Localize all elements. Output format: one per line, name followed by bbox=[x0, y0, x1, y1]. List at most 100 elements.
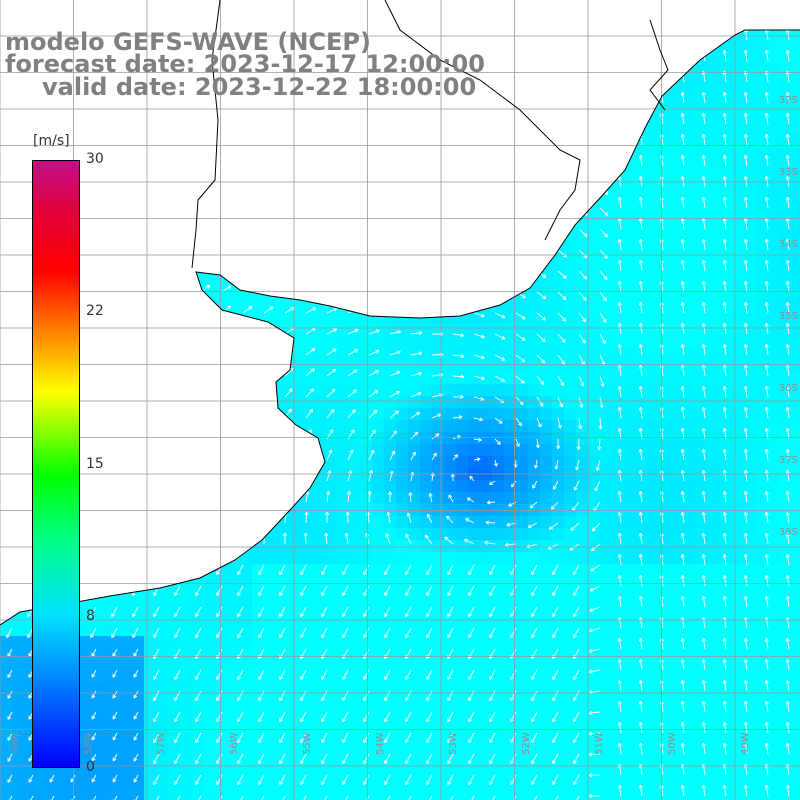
wind-arrow bbox=[617, 448, 622, 461]
wind-arrow bbox=[200, 223, 211, 230]
wind-arrow bbox=[11, 117, 22, 125]
wind-arrow bbox=[153, 564, 160, 576]
wind-arrow bbox=[137, 491, 143, 503]
wind-arrow bbox=[132, 627, 139, 639]
wind-arrow bbox=[326, 162, 339, 168]
wind-arrow bbox=[216, 711, 223, 723]
wind-arrow bbox=[598, 417, 603, 430]
wind-arrow bbox=[764, 469, 769, 482]
wind-arrow bbox=[743, 679, 748, 692]
wind-arrow bbox=[237, 648, 244, 660]
wind-arrow bbox=[510, 585, 517, 597]
wind-arrow bbox=[363, 711, 370, 723]
wind-arrow bbox=[11, 241, 21, 251]
wind-arrow bbox=[91, 690, 97, 699]
wind-arrow bbox=[680, 280, 685, 293]
wind-arrow bbox=[452, 207, 464, 213]
wind-arrow bbox=[284, 388, 293, 398]
wind-arrow bbox=[174, 648, 181, 660]
wind-arrow bbox=[557, 375, 564, 386]
wind-arrow bbox=[590, 543, 601, 552]
wind-arrow bbox=[116, 139, 128, 146]
wind-arrow bbox=[764, 259, 769, 272]
wind-arrow bbox=[785, 259, 790, 272]
wind-arrow bbox=[743, 700, 748, 713]
wind-arrow bbox=[743, 532, 748, 545]
wind-arrow bbox=[722, 511, 727, 524]
wind-arrow bbox=[617, 406, 622, 419]
wind-arrow bbox=[279, 606, 286, 618]
wind-arrow bbox=[200, 449, 206, 461]
wind-arrow bbox=[638, 385, 643, 398]
wind-arrow bbox=[638, 49, 643, 62]
wind-arrow bbox=[258, 774, 265, 786]
wind-arrow bbox=[638, 784, 643, 797]
wind-arrow bbox=[384, 564, 391, 576]
wind-arrow bbox=[300, 669, 307, 681]
wind-arrow bbox=[11, 532, 16, 545]
wind-arrow bbox=[617, 301, 622, 314]
wind-arrow bbox=[242, 161, 254, 167]
wind-arrow bbox=[28, 774, 34, 783]
wind-arrow bbox=[237, 669, 244, 681]
wind-arrow bbox=[137, 325, 146, 335]
wind-arrow bbox=[221, 181, 233, 188]
wind-arrow bbox=[785, 406, 790, 419]
wind-arrow bbox=[237, 753, 244, 765]
wind-arrow bbox=[556, 438, 561, 450]
wind-arrow bbox=[95, 221, 106, 230]
wind-arrow bbox=[347, 184, 360, 189]
wind-arrow bbox=[701, 679, 706, 692]
wind-arrow bbox=[258, 585, 265, 597]
wind-arrow bbox=[536, 354, 546, 364]
wind-arrow bbox=[473, 375, 485, 381]
wind-arrow bbox=[410, 123, 423, 128]
wind-arrow bbox=[195, 606, 202, 618]
wind-arrow bbox=[91, 753, 97, 762]
wind-arrow bbox=[494, 39, 506, 45]
lon-label: 58W bbox=[83, 732, 94, 755]
wind-arrow bbox=[90, 627, 97, 639]
wind-arrow bbox=[389, 122, 402, 127]
wind-arrow bbox=[326, 368, 337, 377]
wind-arrow bbox=[137, 407, 144, 419]
wind-arrow bbox=[554, 459, 559, 470]
wind-arrow bbox=[116, 511, 121, 524]
wind-arrow bbox=[701, 406, 706, 419]
wind-arrow bbox=[326, 121, 339, 126]
wind-arrow bbox=[242, 408, 250, 419]
wind-arrow bbox=[410, 206, 423, 211]
wind-arrow bbox=[531, 585, 538, 597]
wind-arrow bbox=[494, 60, 506, 66]
wind-arrow bbox=[137, 201, 148, 209]
wind-arrow bbox=[321, 585, 328, 597]
wind-arrow bbox=[95, 366, 103, 377]
wind-arrow bbox=[426, 795, 433, 800]
wind-arrow bbox=[426, 627, 433, 639]
wind-arrow bbox=[368, 184, 381, 189]
wind-arrow bbox=[242, 203, 254, 209]
wind-arrow bbox=[200, 305, 210, 314]
wind-arrow bbox=[447, 627, 454, 639]
wind-arrow bbox=[179, 202, 191, 209]
wind-arrow bbox=[536, 375, 545, 385]
wind-arrow bbox=[347, 267, 359, 272]
wind-arrow bbox=[638, 700, 643, 713]
wind-arrow bbox=[578, 165, 589, 174]
wind-arrow bbox=[588, 669, 601, 674]
wind-arrow bbox=[195, 669, 202, 681]
wind-arrow bbox=[242, 119, 254, 125]
wind-arrow bbox=[279, 585, 286, 597]
wind-arrow bbox=[557, 81, 568, 89]
wind-arrow bbox=[410, 144, 423, 149]
wind-arrow bbox=[722, 133, 727, 146]
wind-arrow bbox=[599, 60, 610, 68]
wind-arrow bbox=[157, 532, 163, 545]
wind-arrow bbox=[464, 538, 475, 545]
wind-arrow bbox=[473, 312, 485, 318]
wind-arrow bbox=[589, 606, 601, 612]
wind-arrow bbox=[444, 536, 454, 545]
wind-arrow bbox=[263, 491, 268, 503]
wind-arrow bbox=[11, 138, 22, 146]
